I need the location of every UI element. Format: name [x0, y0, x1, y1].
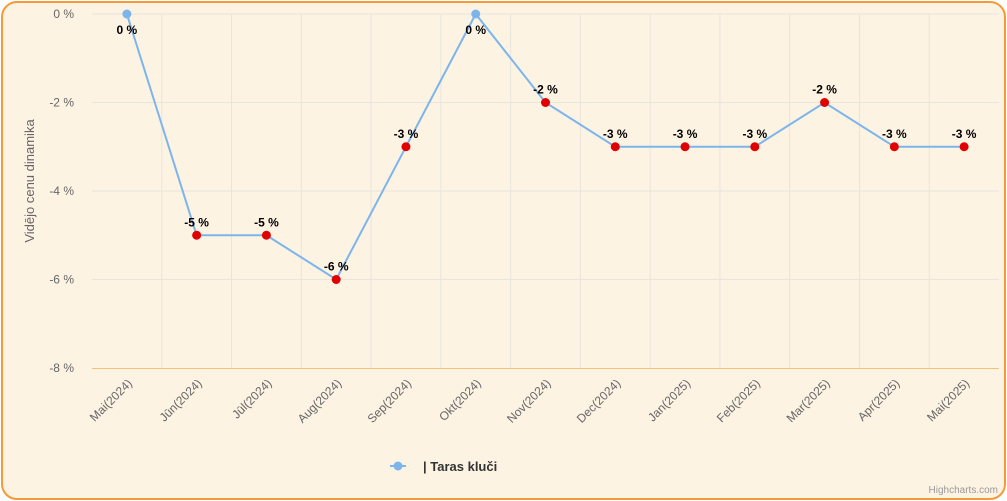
data-label: -3 %	[603, 127, 628, 141]
line-chart: 0 % -2 % -4 % -6 % -8 % Mai(2024) Jūn(2024) Jū…	[22, 7, 999, 496]
x-tick-label: Okt(2024)	[436, 376, 484, 424]
x-tick-label: Jan(2025)	[645, 376, 693, 424]
y-tick-label: -2 %	[49, 96, 74, 110]
data-point[interactable]	[610, 142, 620, 152]
data-labels: 0 % -5 % -5 % -6 % -3 % 0 % -2 % -3 % -3 % -3 % -2…	[117, 23, 977, 274]
x-tick-label: Aug(2024)	[295, 376, 345, 426]
data-point[interactable]	[331, 275, 341, 284]
grid	[92, 13, 999, 368]
data-label: -3 %	[882, 127, 907, 141]
x-tick-label: Mar(2025)	[784, 376, 833, 425]
credits-link[interactable]: Highcharts.com	[929, 485, 998, 496]
legend-marker-symbol	[393, 461, 403, 471]
x-tick-label: Apr(2025)	[855, 376, 903, 424]
y-tick-label: 0 %	[53, 7, 74, 21]
data-point[interactable]	[122, 9, 132, 19]
x-tick-label: Mai(2024)	[87, 376, 135, 424]
data-label: -5 %	[254, 215, 279, 229]
x-tick-label: Sep(2024)	[365, 376, 415, 426]
y-tick-label: -8 %	[49, 361, 74, 375]
data-label: -6 %	[324, 260, 349, 274]
y-axis: 0 % -2 % -4 % -6 % -8 %	[49, 7, 74, 375]
y-tick-label: -6 %	[49, 273, 74, 287]
legend-item-label[interactable]: | Taras kluči	[423, 459, 497, 474]
data-label: -2 %	[533, 83, 558, 97]
data-label: -2 %	[812, 83, 837, 97]
data-point[interactable]	[750, 142, 760, 152]
data-label: -5 %	[184, 215, 209, 229]
data-point[interactable]	[541, 98, 550, 107]
data-point[interactable]	[820, 98, 830, 107]
series-line-group[interactable]	[122, 9, 969, 285]
data-label: -3 %	[952, 127, 977, 141]
data-label: 0 %	[465, 23, 486, 37]
x-tick-label: Nov(2024)	[504, 376, 554, 426]
data-point[interactable]	[959, 142, 969, 152]
x-tick-label: Jūn(2024)	[157, 376, 205, 424]
data-point[interactable]	[680, 142, 690, 152]
data-label: -3 %	[673, 127, 698, 141]
y-axis-title: Vidējo cenu dinamika	[22, 119, 37, 243]
data-label: 0 %	[117, 23, 138, 37]
x-axis: Mai(2024) Jūn(2024) Jūl(2024) Aug(2024) Sep(…	[87, 368, 999, 426]
x-tick-label: Mai(2025)	[924, 376, 972, 424]
series-line[interactable]	[125, 12, 965, 281]
x-tick-label: Dec(2024)	[574, 376, 624, 426]
y-tick-label: -4 %	[49, 184, 74, 198]
x-tick-label: Feb(2025)	[714, 376, 763, 425]
data-point[interactable]	[471, 9, 481, 19]
data-point[interactable]	[261, 230, 271, 240]
data-point[interactable]	[889, 142, 899, 152]
data-point[interactable]	[401, 142, 411, 152]
x-tick-label: Jūl(2024)	[229, 376, 274, 421]
data-point[interactable]	[192, 230, 202, 240]
data-label: -3 %	[394, 127, 419, 141]
data-label: -3 %	[742, 127, 767, 141]
legend[interactable]: | Taras kluči	[390, 459, 497, 474]
